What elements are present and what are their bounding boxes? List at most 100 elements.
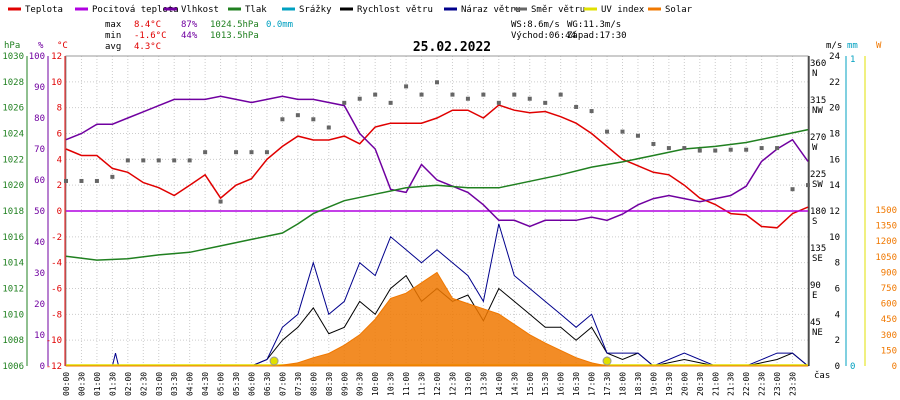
solar-tick-6: 900	[881, 268, 897, 278]
x-tick-18: 09:00	[340, 372, 349, 396]
x-tick-8: 04:00	[186, 372, 195, 396]
winddir-point-8	[187, 158, 192, 163]
humidity-tick-9: 90	[34, 83, 45, 93]
solar-tick-5: 750	[881, 284, 897, 294]
pressure-tick-3: 1012	[2, 285, 24, 295]
x-tick-34: 17:00	[588, 372, 597, 396]
x-tick-40: 20:00	[680, 372, 689, 396]
x-tick-9: 04:30	[201, 372, 210, 396]
winddir-point-47	[790, 187, 795, 192]
x-tick-11: 05:30	[232, 372, 241, 396]
x-tick-37: 18:30	[634, 372, 643, 396]
x-tick-17: 08:30	[325, 372, 334, 396]
humidity-tick-2: 20	[34, 300, 45, 310]
legend-label-2: Vlhkost	[181, 5, 219, 15]
winddir-point-24	[435, 80, 439, 85]
stats-wg: WG:11.3m/s	[567, 20, 621, 30]
wind-tick-0: 0	[835, 362, 840, 372]
winddir-name-4: SW	[812, 180, 823, 190]
wind-tick-10: 20	[829, 104, 840, 114]
winddir-point-17	[326, 125, 331, 130]
solar-tick-8: 1200	[875, 237, 897, 247]
winddir-point-43	[728, 147, 733, 152]
winddir-point-18	[342, 100, 347, 105]
x-tick-6: 03:00	[155, 372, 164, 396]
winddir-point-7	[172, 158, 177, 163]
x-tick-24: 12:00	[433, 372, 442, 396]
winddir-point-31	[543, 100, 548, 105]
winddir-point-35	[605, 129, 610, 134]
x-tick-41: 20:30	[696, 372, 705, 396]
winddir-point-30	[527, 96, 532, 101]
legend-label-6: Náraz větru	[461, 5, 521, 15]
stats-avg-label: avg	[105, 42, 121, 52]
winddir-point-3	[110, 174, 115, 179]
x-tick-31: 15:30	[541, 372, 550, 396]
x-tick-29: 14:30	[510, 372, 519, 396]
temperature-tick-4: -4	[51, 259, 62, 269]
winddir-point-15	[295, 113, 300, 118]
winddir-point-9	[203, 150, 208, 155]
winddir-point-22	[404, 84, 409, 89]
x-tick-47: 23:30	[789, 372, 798, 396]
temperature-tick-1: -10	[46, 336, 62, 346]
winddir-point-46	[775, 146, 780, 151]
x-tick-27: 13:30	[479, 372, 488, 396]
temperature-tick-5: -2	[51, 233, 62, 243]
winddir-point-44	[744, 147, 749, 152]
x-tick-38: 19:00	[649, 372, 658, 396]
stats-min-temp: -1.6°C	[134, 31, 167, 41]
x-tick-28: 14:00	[495, 372, 504, 396]
winddir-point-36	[620, 129, 625, 134]
x-tick-2: 01:00	[93, 372, 102, 396]
winddir-point-34	[589, 109, 594, 114]
winddir-name-3: S	[812, 217, 817, 227]
stats-ws: WS:8.6m/s	[511, 20, 560, 30]
pressure-tick-0: 1006	[2, 362, 24, 372]
winddir-name-7: N	[812, 69, 817, 79]
unit-time: čas	[814, 370, 830, 381]
x-tick-3: 01:30	[108, 372, 117, 396]
legend: Teplota Pocitová teplota Vlhkost Tlak Srážky…	[8, 5, 693, 15]
x-tick-42: 21:00	[711, 372, 720, 396]
stats-max-press: 1024.5hPa	[210, 20, 259, 30]
x-tick-30: 15:00	[526, 372, 535, 396]
legend-label-1: Pocitová teplota	[92, 5, 179, 15]
unit-ms: m/s	[826, 41, 842, 51]
rain-tick-1: 1	[850, 55, 855, 65]
humidity-tick-3: 30	[34, 269, 45, 279]
temperature-tick-7: 2	[57, 181, 62, 191]
x-tick-33: 16:30	[572, 372, 581, 396]
winddir-point-19	[357, 96, 362, 101]
wind-tick-8: 16	[829, 155, 840, 165]
winddir-point-37	[635, 133, 640, 138]
x-tick-35: 17:30	[603, 372, 612, 396]
winddir-deg-4: 225	[810, 170, 826, 180]
winddir-name-1: E	[812, 291, 817, 301]
winddir-name-5: W	[812, 143, 818, 153]
humidity-tick-5: 50	[34, 207, 45, 217]
x-tick-20: 10:00	[371, 372, 380, 396]
temperature-tick-0: -12	[46, 362, 62, 372]
winddir-point-16	[311, 117, 316, 122]
legend-label-9: Solar	[665, 5, 693, 15]
temperature-tick-3: -6	[51, 285, 62, 295]
wind-tick-7: 14	[829, 181, 840, 191]
legend-label-5: Rychlost větru	[357, 5, 433, 15]
temperature-tick-2: -8	[51, 310, 62, 320]
x-tick-13: 06:30	[263, 372, 272, 396]
solar-tick-10: 1500	[875, 206, 897, 216]
stats-min-press: 1013.5hPa	[210, 31, 259, 41]
pressure-tick-11: 1028	[2, 78, 24, 88]
x-tick-14: 07:00	[278, 372, 287, 396]
unit-hpa: hPa	[4, 41, 20, 51]
winddir-name-0: NE	[812, 328, 823, 338]
stats-max-temp: 8.4°C	[134, 20, 161, 30]
sun-marker-0	[269, 356, 279, 366]
solar-tick-0: 0	[892, 362, 897, 372]
winddir-point-41	[697, 148, 702, 153]
winddir-name-6: NW	[812, 106, 823, 116]
winddir-point-11	[234, 150, 239, 155]
pressure-tick-10: 1026	[2, 104, 24, 114]
